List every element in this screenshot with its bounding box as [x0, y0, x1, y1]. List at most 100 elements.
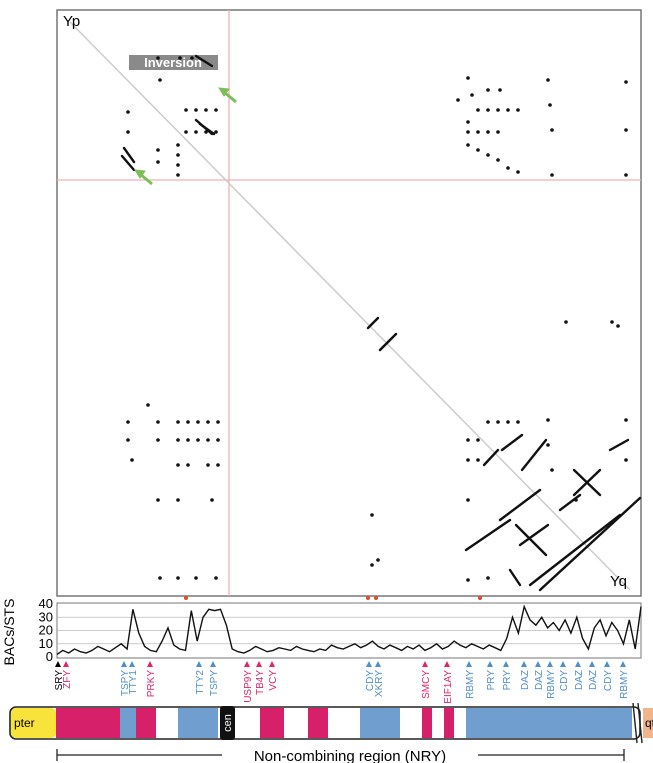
dot [498, 88, 502, 92]
dot [610, 320, 614, 324]
dot [470, 93, 474, 97]
dot [496, 420, 500, 424]
dot [486, 130, 490, 134]
gene-marker [466, 661, 472, 667]
red-marker [184, 596, 188, 600]
red-marker [374, 596, 378, 600]
nry-label-bg [222, 747, 478, 763]
dot [156, 498, 160, 502]
dot [550, 173, 554, 177]
gene-marker [620, 661, 626, 667]
dot [516, 108, 520, 112]
dot-plot-segments [120, 54, 642, 592]
dot-segment [514, 523, 548, 557]
dot [486, 420, 490, 424]
pter-segment [11, 708, 56, 738]
red-marker [366, 596, 370, 600]
yq-label: Yq [610, 573, 627, 590]
ampliconic-segment [178, 708, 218, 738]
gene-label: RBMY [619, 670, 630, 699]
dot [126, 110, 130, 114]
dot [516, 420, 520, 424]
yp-label: Yp [63, 13, 80, 30]
dot [616, 324, 620, 328]
dot-segment [482, 448, 500, 467]
dot [194, 576, 198, 580]
dot [624, 458, 628, 462]
y-tick-label: 10 [39, 636, 53, 651]
dot-segment [122, 146, 136, 164]
x-degenerate-segment [56, 708, 120, 738]
dot [506, 166, 510, 170]
dot [216, 420, 220, 424]
gene-marker [63, 661, 69, 667]
dot [506, 108, 510, 112]
gene-marker [366, 661, 372, 667]
gene-marker [547, 661, 553, 667]
gene-label: XKRY [374, 670, 385, 697]
red-marker [478, 596, 482, 600]
dot [216, 438, 220, 442]
gene-label: TSPY [209, 670, 220, 696]
dot [206, 438, 210, 442]
dot [624, 80, 628, 84]
gene-label: RBMY [465, 670, 476, 699]
dot [156, 160, 160, 164]
gene-marker [503, 661, 509, 667]
dot [196, 438, 200, 442]
dot [466, 76, 470, 80]
dot-segment [538, 496, 642, 592]
dot [216, 463, 220, 467]
dot [210, 498, 214, 502]
dot [176, 420, 180, 424]
dot [176, 153, 180, 157]
dot [176, 173, 180, 177]
gene-marker [575, 661, 581, 667]
dot [466, 438, 470, 442]
gene-marker [589, 661, 595, 667]
gene-label: EIF1AY [443, 670, 454, 704]
gene-label: TTY1 [128, 670, 139, 695]
chromosome-bar: pter cen qter Non-combining region (NRY) [9, 702, 653, 763]
dot [546, 443, 550, 447]
gene-marker [487, 661, 493, 667]
gene-marker [560, 661, 566, 667]
gene-marker [196, 661, 202, 667]
dot [190, 56, 194, 60]
dot [204, 108, 208, 112]
dot-segment [528, 513, 622, 587]
gene-label: DAZ [588, 670, 599, 690]
gene-label: TTY2 [195, 670, 206, 695]
dot [156, 56, 160, 60]
dot [466, 120, 470, 124]
dot [156, 148, 160, 152]
dot [486, 108, 490, 112]
dot [158, 78, 162, 82]
dot [126, 130, 130, 134]
gene-marker [121, 661, 127, 667]
nry-label: Non-combining region (NRY) [254, 748, 446, 763]
gene-marker [269, 661, 275, 667]
dot [496, 158, 500, 162]
arrow-icon [134, 169, 153, 186]
gene-marker [256, 661, 262, 667]
gene-label: SMCY [421, 670, 432, 699]
dot-segment [378, 332, 398, 352]
dot [466, 458, 470, 462]
dot [176, 143, 180, 147]
dot [206, 420, 210, 424]
dot-segment [366, 316, 380, 330]
dot [176, 438, 180, 442]
gene-label: VCY [268, 670, 279, 691]
dot [196, 420, 200, 424]
dot [486, 576, 490, 580]
y-tick-label: 30 [39, 609, 53, 624]
dot [158, 576, 162, 580]
dot [214, 108, 218, 112]
x-degenerate-segment [136, 708, 156, 738]
dot [130, 458, 134, 462]
qter-segment [643, 708, 653, 738]
break-mark [637, 702, 643, 744]
